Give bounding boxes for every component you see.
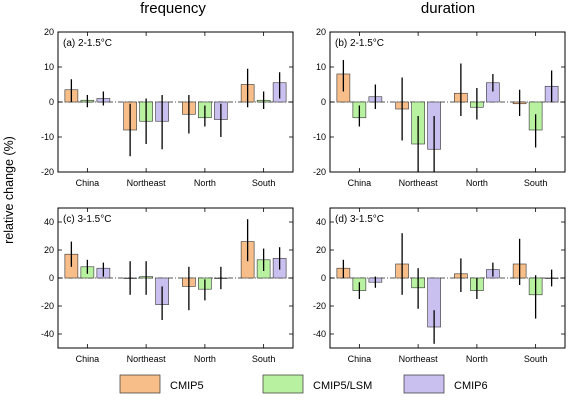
y-tick-label: 10: [44, 62, 54, 72]
column-title-duration: duration: [421, 0, 475, 17]
x-tick-label: China: [76, 178, 100, 188]
x-tick-label: North: [194, 354, 216, 364]
x-tick-label: South: [252, 354, 276, 364]
x-tick-label: North: [194, 178, 216, 188]
y-tick-label: 0: [321, 273, 326, 283]
panel-2: -40 -20 0 20 40 China Northeast North South (c) 3…: [41, 207, 294, 364]
panel-1: -20 -10 0 10 20 China Northeast North South (b) 2…: [313, 27, 566, 188]
legend-swatch: [262, 374, 304, 394]
y-tick-label: -40: [41, 329, 54, 339]
y-tick-label: 0: [321, 97, 326, 107]
y-tick-label: -10: [41, 132, 54, 142]
y-tick-label: -10: [313, 132, 326, 142]
y-tick-label: 20: [316, 245, 326, 255]
panel-label: (b) 2-1.5°C: [335, 38, 384, 49]
y-tick-label: 0: [49, 273, 54, 283]
x-tick-label: South: [524, 354, 548, 364]
y-tick-label: 0: [49, 97, 54, 107]
y-tick-label: -20: [313, 301, 326, 311]
x-tick-label: North: [466, 178, 488, 188]
x-tick-label: China: [348, 178, 372, 188]
y-tick-label: 40: [316, 217, 326, 227]
y-tick-label: 20: [44, 27, 54, 37]
x-tick-label: Northeast: [399, 178, 439, 188]
legend-label: CMIP6: [454, 380, 488, 392]
y-tick-label: 40: [44, 217, 54, 227]
panel-label: (a) 2-1.5°C: [63, 38, 112, 49]
legend-item: CMIP6: [403, 374, 488, 394]
x-tick-label: Northeast: [127, 354, 167, 364]
y-tick-label: -20: [41, 167, 54, 177]
panel-3: -40 -20 0 20 40 China Northeast North South (d) 3…: [313, 207, 566, 364]
y-tick-label: 10: [316, 62, 326, 72]
column-title-frequency: frequency: [140, 0, 206, 17]
panel-label: (d) 3-1.5°C: [335, 214, 384, 225]
legend: CMIP5 CMIP5/LSM CMIP6: [119, 374, 488, 394]
x-tick-label: China: [76, 354, 100, 364]
legend-label: CMIP5/LSM: [313, 380, 372, 392]
legend-item: CMIP5/LSM: [262, 374, 372, 394]
legend-swatch: [119, 374, 161, 394]
panel-0: -20 -10 0 10 20 China Northeast North South (a) 2…: [41, 27, 294, 188]
x-tick-label: China: [348, 354, 372, 364]
y-tick-label: -40: [313, 329, 326, 339]
legend-label: CMIP5: [170, 380, 204, 392]
x-tick-label: Northeast: [399, 354, 439, 364]
panels-group: -20 -10 0 10 20 China Northeast North South (a) 2…: [41, 27, 566, 364]
y-tick-label: -20: [41, 301, 54, 311]
x-tick-label: South: [524, 178, 548, 188]
legend-swatch: [403, 374, 445, 394]
x-tick-label: Northeast: [127, 178, 167, 188]
legend-item: CMIP5: [119, 374, 204, 394]
y-tick-label: 20: [316, 27, 326, 37]
y-tick-label: -20: [313, 167, 326, 177]
y-tick-label: 20: [44, 245, 54, 255]
y-axis-label: relative change (%): [2, 136, 16, 244]
panel-label: (c) 3-1.5°C: [63, 214, 111, 225]
x-tick-label: North: [466, 354, 488, 364]
x-tick-label: South: [252, 178, 276, 188]
